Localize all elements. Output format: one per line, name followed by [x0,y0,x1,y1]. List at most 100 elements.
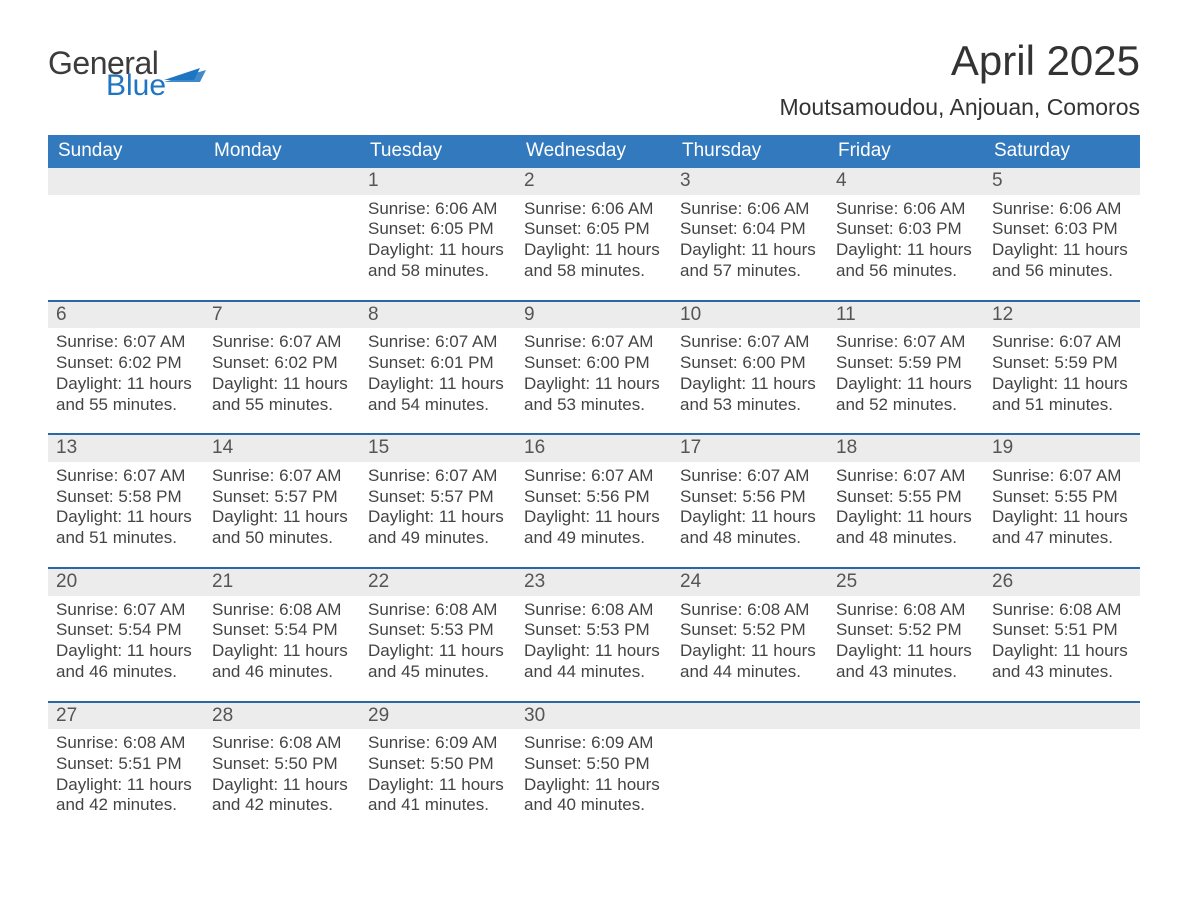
sunset-text: Sunset: 6:05 PM [368,219,510,240]
day-body: Sunrise: 6:07 AMSunset: 6:00 PMDaylight:… [516,328,672,433]
dow-label: Thursday [672,135,828,168]
day-body: Sunrise: 6:07 AMSunset: 5:58 PMDaylight:… [48,462,204,567]
day-body [672,729,828,834]
sunrise-text: Sunrise: 6:08 AM [212,733,354,754]
daylight-text: Daylight: 11 hours and 58 minutes. [368,240,510,281]
day-body: Sunrise: 6:06 AMSunset: 6:05 PMDaylight:… [360,195,516,300]
sunrise-text: Sunrise: 6:06 AM [524,199,666,220]
sunset-text: Sunset: 5:56 PM [680,487,822,508]
day-body: Sunrise: 6:07 AMSunset: 6:01 PMDaylight:… [360,328,516,433]
day-number: 5 [984,168,1140,195]
day-body: Sunrise: 6:07 AMSunset: 5:57 PMDaylight:… [204,462,360,567]
day-number [984,703,1140,730]
day-body [48,195,204,300]
week-row: 12345Sunrise: 6:06 AMSunset: 6:05 PMDayl… [48,168,1140,300]
day-body: Sunrise: 6:07 AMSunset: 5:59 PMDaylight:… [984,328,1140,433]
day-number: 26 [984,569,1140,596]
sunrise-text: Sunrise: 6:06 AM [680,199,822,220]
day-body: Sunrise: 6:07 AMSunset: 5:56 PMDaylight:… [516,462,672,567]
day-body [204,195,360,300]
dow-label: Sunday [48,135,204,168]
day-number: 6 [48,302,204,329]
sunset-text: Sunset: 5:59 PM [992,353,1134,374]
sunset-text: Sunset: 6:00 PM [680,353,822,374]
day-body: Sunrise: 6:08 AMSunset: 5:53 PMDaylight:… [516,596,672,701]
daylight-text: Daylight: 11 hours and 56 minutes. [836,240,978,281]
daybody-strip: Sunrise: 6:07 AMSunset: 5:58 PMDaylight:… [48,462,1140,567]
day-body: Sunrise: 6:07 AMSunset: 6:02 PMDaylight:… [204,328,360,433]
day-number: 15 [360,435,516,462]
sunrise-text: Sunrise: 6:07 AM [56,600,198,621]
day-body: Sunrise: 6:07 AMSunset: 5:56 PMDaylight:… [672,462,828,567]
day-number: 9 [516,302,672,329]
daynum-strip: 27282930 [48,703,1140,730]
day-number: 24 [672,569,828,596]
daylight-text: Daylight: 11 hours and 45 minutes. [368,641,510,682]
sunset-text: Sunset: 5:50 PM [524,754,666,775]
day-body: Sunrise: 6:08 AMSunset: 5:54 PMDaylight:… [204,596,360,701]
daylight-text: Daylight: 11 hours and 44 minutes. [680,641,822,682]
sunset-text: Sunset: 5:51 PM [992,620,1134,641]
daylight-text: Daylight: 11 hours and 58 minutes. [524,240,666,281]
sunrise-text: Sunrise: 6:08 AM [992,600,1134,621]
title-block: April 2025 Moutsamoudou, Anjouan, Comoro… [779,40,1140,121]
day-body [984,729,1140,834]
sunset-text: Sunset: 5:52 PM [836,620,978,641]
daylight-text: Daylight: 11 hours and 41 minutes. [368,775,510,816]
sunset-text: Sunset: 5:58 PM [56,487,198,508]
sunset-text: Sunset: 6:02 PM [56,353,198,374]
day-body: Sunrise: 6:08 AMSunset: 5:52 PMDaylight:… [672,596,828,701]
day-body: Sunrise: 6:07 AMSunset: 6:02 PMDaylight:… [48,328,204,433]
daylight-text: Daylight: 11 hours and 48 minutes. [680,507,822,548]
header: General Blue April 2025 Moutsamoudou, An… [48,40,1140,121]
sunrise-text: Sunrise: 6:06 AM [992,199,1134,220]
day-body: Sunrise: 6:07 AMSunset: 6:00 PMDaylight:… [672,328,828,433]
day-number: 8 [360,302,516,329]
sunset-text: Sunset: 5:56 PM [524,487,666,508]
day-number: 10 [672,302,828,329]
day-body: Sunrise: 6:09 AMSunset: 5:50 PMDaylight:… [360,729,516,834]
day-body: Sunrise: 6:06 AMSunset: 6:04 PMDaylight:… [672,195,828,300]
daylight-text: Daylight: 11 hours and 56 minutes. [992,240,1134,281]
daylight-text: Daylight: 11 hours and 47 minutes. [992,507,1134,548]
day-number: 19 [984,435,1140,462]
day-number [828,703,984,730]
sunrise-text: Sunrise: 6:08 AM [212,600,354,621]
daylight-text: Daylight: 11 hours and 49 minutes. [524,507,666,548]
sunset-text: Sunset: 5:54 PM [56,620,198,641]
daylight-text: Daylight: 11 hours and 46 minutes. [212,641,354,682]
day-number: 7 [204,302,360,329]
day-body: Sunrise: 6:07 AMSunset: 5:59 PMDaylight:… [828,328,984,433]
day-number: 27 [48,703,204,730]
day-number [48,168,204,195]
sunset-text: Sunset: 5:50 PM [368,754,510,775]
daylight-text: Daylight: 11 hours and 54 minutes. [368,374,510,415]
daylight-text: Daylight: 11 hours and 46 minutes. [56,641,198,682]
sunset-text: Sunset: 6:02 PM [212,353,354,374]
sunset-text: Sunset: 6:03 PM [992,219,1134,240]
sunset-text: Sunset: 5:57 PM [368,487,510,508]
sunrise-text: Sunrise: 6:07 AM [836,332,978,353]
sunrise-text: Sunrise: 6:07 AM [56,332,198,353]
daylight-text: Daylight: 11 hours and 40 minutes. [524,775,666,816]
day-body: Sunrise: 6:09 AMSunset: 5:50 PMDaylight:… [516,729,672,834]
daylight-text: Daylight: 11 hours and 53 minutes. [524,374,666,415]
brand-line2: Blue [106,72,166,101]
daylight-text: Daylight: 11 hours and 55 minutes. [56,374,198,415]
day-number: 23 [516,569,672,596]
day-number: 30 [516,703,672,730]
sunrise-text: Sunrise: 6:08 AM [680,600,822,621]
day-body [828,729,984,834]
daylight-text: Daylight: 11 hours and 51 minutes. [56,507,198,548]
sunrise-text: Sunrise: 6:07 AM [524,332,666,353]
day-body: Sunrise: 6:08 AMSunset: 5:52 PMDaylight:… [828,596,984,701]
sunrise-text: Sunrise: 6:07 AM [56,466,198,487]
daynum-strip: 12345 [48,168,1140,195]
day-number: 12 [984,302,1140,329]
brand-logo: General Blue [48,40,206,101]
calendar-page: General Blue April 2025 Moutsamoudou, An… [0,0,1188,918]
day-number: 17 [672,435,828,462]
daybody-strip: Sunrise: 6:07 AMSunset: 5:54 PMDaylight:… [48,596,1140,701]
daybody-strip: Sunrise: 6:06 AMSunset: 6:05 PMDaylight:… [48,195,1140,300]
daylight-text: Daylight: 11 hours and 57 minutes. [680,240,822,281]
